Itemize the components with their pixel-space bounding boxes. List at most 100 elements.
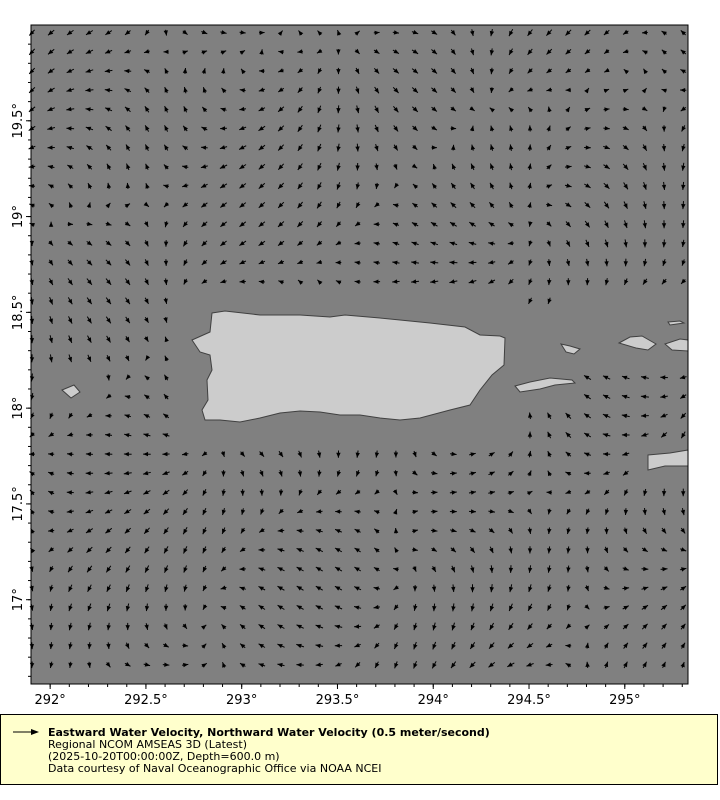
velocity-arrow [221,508,226,516]
velocity-arrow [679,567,687,572]
velocity-arrow [182,145,189,151]
velocity-arrow [641,30,648,35]
velocity-arrow [86,412,93,418]
velocity-arrow [508,202,514,209]
velocity-arrow [527,163,532,170]
velocity-arrow [125,374,131,380]
velocity-arrow [183,546,188,554]
velocity-arrow [297,163,303,171]
velocity-arrow [183,604,188,611]
velocity-arrow [125,259,131,266]
velocity-arrow [641,566,649,572]
velocity-arrow [488,260,496,265]
velocity-arrow [468,260,477,265]
velocity-arrow [662,239,667,248]
velocity-arrow [566,527,571,535]
velocity-arrow [277,566,285,572]
velocity-arrow [104,471,113,476]
velocity-arrow [85,30,94,36]
velocity-arrow [106,622,111,631]
velocity-arrow [508,546,513,554]
velocity-arrow [451,603,456,612]
velocity-arrow [450,126,457,131]
velocity-arrow [584,489,591,495]
velocity-arrow [641,432,649,437]
velocity-arrow [162,508,170,515]
velocity-arrow [355,162,360,171]
velocity-arrow [258,87,266,92]
velocity-arrow [335,509,342,514]
velocity-arrow [393,163,398,170]
velocity-arrow [545,662,553,667]
velocity-arrow [527,202,532,208]
velocity-arrow [661,143,667,152]
velocity-arrow [66,68,75,74]
velocity-arrow [183,584,188,592]
velocity-arrow [49,642,54,650]
velocity-arrow [488,528,495,534]
velocity-arrow [528,240,533,247]
velocity-arrow [49,603,54,611]
velocity-arrow [183,106,188,113]
velocity-arrow [316,221,322,228]
velocity-arrow [432,603,437,612]
velocity-arrow [565,662,572,668]
velocity-arrow [585,527,590,535]
velocity-arrow [277,624,285,629]
velocity-arrow [67,221,74,227]
velocity-arrow [164,565,169,573]
velocity-arrow [201,106,208,113]
velocity-arrow [182,240,188,247]
velocity-arrow [66,452,74,457]
velocity-arrow [412,585,418,592]
velocity-arrow [489,87,495,94]
velocity-arrow [412,202,418,208]
velocity-arrow [202,546,207,554]
velocity-arrow [334,585,343,591]
velocity-arrow [47,126,56,131]
velocity-arrow [431,87,438,93]
velocity-arrow [202,507,207,516]
velocity-arrow [219,183,228,189]
velocity-arrow [355,450,360,458]
velocity-arrow [643,488,648,497]
legend-title: Eastward Water Velocity, Northward Water… [48,726,490,739]
velocity-arrow [546,87,553,92]
velocity-arrow [565,106,571,113]
velocity-arrow [104,49,113,54]
velocity-arrow [449,221,457,227]
velocity-arrow [642,220,647,229]
y-tick-label: 17° [11,588,26,611]
velocity-arrow [68,642,73,650]
velocity-arrow [509,182,514,190]
velocity-arrow [468,509,477,514]
velocity-arrow [354,67,360,75]
velocity-arrow [164,584,169,593]
velocity-arrow [451,144,456,151]
velocity-arrow [660,567,668,572]
velocity-arrow [85,49,94,55]
velocity-arrow [373,260,381,265]
velocity-arrow [144,375,150,381]
velocity-arrow [125,642,130,649]
velocity-arrow [642,162,647,171]
velocity-arrow [641,623,648,630]
velocity-arrow [355,143,360,152]
velocity-arrow [87,603,92,612]
velocity-arrow [584,220,591,228]
velocity-arrow [547,412,552,420]
velocity-arrow [296,585,304,591]
velocity-arrow [565,431,572,438]
velocity-arrow [490,144,495,151]
velocity-arrow [316,489,323,496]
velocity-arrow [258,259,266,265]
velocity-arrow [297,450,302,458]
velocity-arrow [144,642,150,649]
velocity-arrow [583,164,591,169]
velocity-arrow [660,547,668,552]
velocity-arrow [163,184,169,189]
velocity-arrow [412,529,419,534]
velocity-arrow [48,316,53,324]
velocity-arrow [201,126,208,132]
velocity-arrow [200,183,208,189]
